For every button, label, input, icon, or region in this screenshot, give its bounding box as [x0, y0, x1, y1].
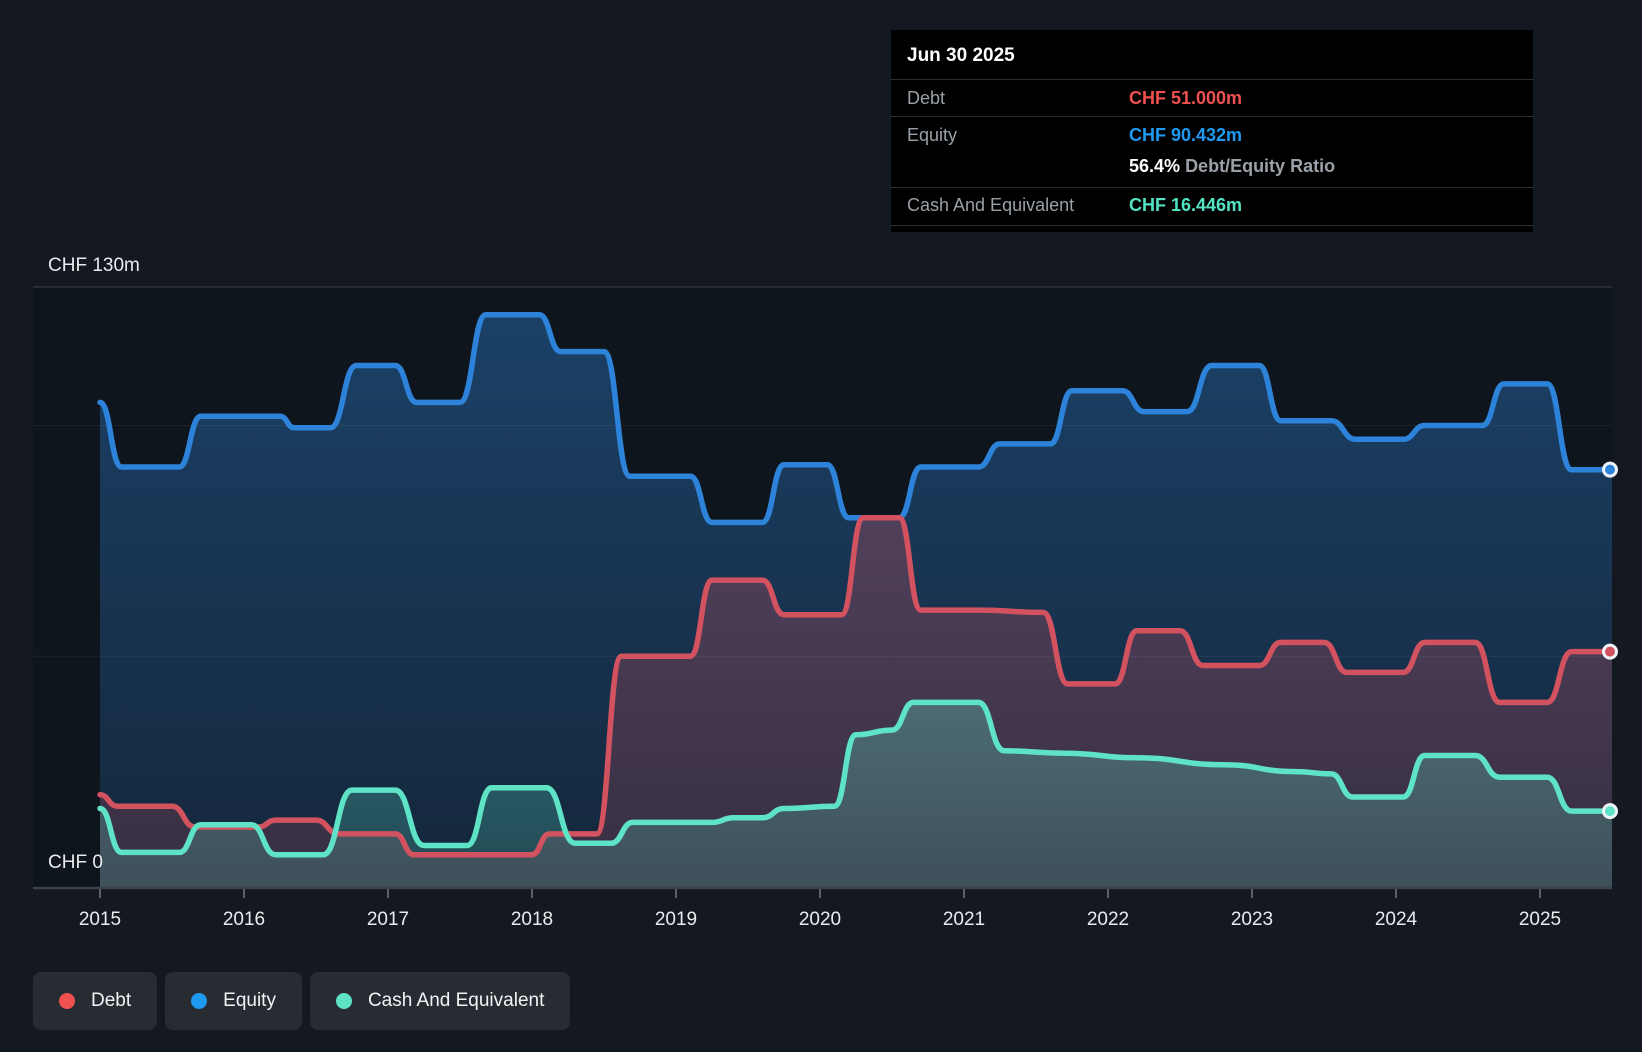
tooltip-ratio-label: Debt/Equity Ratio — [1185, 156, 1336, 176]
x-tick-label: 2018 — [511, 909, 553, 930]
tooltip: Jun 30 2025 Debt CHF 51.000m Equity CHF … — [891, 30, 1533, 232]
cash-and-equivalent-endpoint-dot[interactable] — [1602, 803, 1618, 820]
x-tick-label: 2025 — [1519, 909, 1561, 930]
legend-item-debt[interactable]: Debt — [33, 972, 158, 1030]
tooltip-date: Jun 30 2025 — [891, 30, 1533, 80]
legend-item-cash[interactable]: Cash And Equivalent — [309, 972, 571, 1030]
cash-and-equivalent-line[interactable] — [97, 699, 1615, 858]
tooltip-row-ratio: 56.4% Debt/Equity Ratio — [891, 153, 1533, 188]
tooltip-row-equity: Equity CHF 90.432m — [891, 117, 1533, 153]
debt-dot-icon — [59, 993, 75, 1009]
legend-item-equity[interactable]: Equity — [165, 972, 302, 1030]
area-fills — [100, 314, 1612, 887]
x-tick-label: 2023 — [1231, 909, 1273, 930]
y-label-top: CHF 130m — [48, 255, 140, 276]
tooltip-debt-label: Debt — [907, 88, 946, 108]
equity-dot-icon — [191, 993, 208, 1009]
tooltip-ratio: 56.4% Debt/Equity Ratio — [1129, 155, 1517, 177]
tooltip-cash-value: CHF 16.446m — [1129, 195, 1243, 215]
tooltip-debt-value: CHF 51.000m — [1129, 88, 1243, 108]
tooltip-equity-label: Equity — [907, 125, 958, 145]
x-tick-label: 2024 — [1375, 909, 1418, 930]
x-tick-label: 2020 — [799, 909, 841, 930]
debt-line[interactable] — [97, 515, 1615, 858]
x-tick-label: 2019 — [655, 909, 697, 930]
x-tick-label: 2016 — [223, 909, 265, 930]
legend-equity-label: Equity — [223, 990, 276, 1011]
x-tick-label: 2017 — [367, 909, 409, 930]
legend-debt-label: Debt — [91, 990, 132, 1011]
x-tick-label: 2015 — [79, 909, 121, 930]
cash-and-equivalent-area — [100, 702, 1612, 887]
x-axis: 2015 2016 2017 2018 2019 2020 2021 2022 2023 2024… — [79, 889, 1561, 930]
tooltip-row-cash: Cash And Equivalent CHF 16.446m — [891, 188, 1533, 226]
equity-endpoint-dot[interactable] — [1602, 461, 1618, 478]
legend: Debt Equity Cash And Equivalent — [33, 972, 571, 1030]
tooltip-equity-value: CHF 90.432m — [1129, 125, 1243, 145]
tooltip-row-debt: Debt CHF 51.000m — [891, 80, 1533, 117]
series-lines — [97, 311, 1615, 858]
y-label-zero: CHF 0 — [48, 852, 103, 873]
x-tick-label: 2022 — [1087, 909, 1129, 930]
equity-line[interactable] — [97, 311, 1615, 526]
legend-cash-label: Cash And Equivalent — [367, 990, 545, 1011]
debt-endpoint-dot[interactable] — [1602, 643, 1618, 660]
tooltip-cash-label: Cash And Equivalent — [907, 195, 1075, 215]
cash-dot-icon — [335, 993, 352, 1009]
tooltip-ratio-value: 56.4% — [1129, 156, 1181, 176]
x-tick-label: 2021 — [943, 909, 985, 930]
